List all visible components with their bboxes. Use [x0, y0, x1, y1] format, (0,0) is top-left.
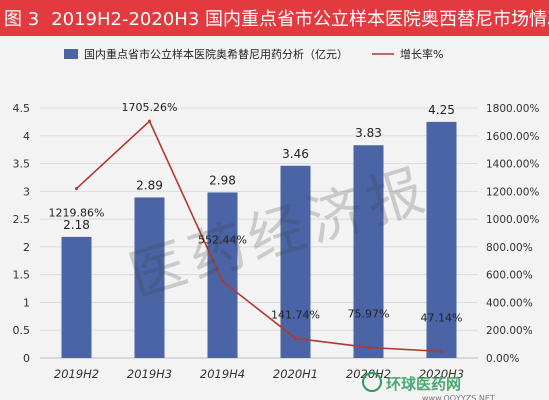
combo-chart: 0 0.5 1 1.5 2 2.5 3 3.5 4 4.5 0.00% 200.00% 400.00% 6… [13, 47, 540, 400]
globe-icon [362, 372, 382, 392]
bar [134, 197, 165, 358]
growth-rate-label: 552.44% [198, 233, 247, 246]
growth-rate-point [440, 349, 443, 353]
figure-number: 图 3 [4, 9, 40, 30]
left-tick-label: 2 [23, 241, 30, 254]
growth-rate-point [294, 336, 297, 340]
left-tick-label: 0.5 [13, 324, 31, 337]
category-label: 2019H2 [54, 367, 99, 381]
right-tick-label: 0.00% [486, 353, 519, 365]
left-tick-label: 1 [23, 296, 30, 309]
category-label: 2019H3 [127, 367, 172, 381]
left-tick-label: 4 [23, 130, 30, 143]
right-tick-label: 400.00% [486, 297, 533, 309]
watermark-text: 医药经济报 [122, 157, 437, 310]
growth-rate-point [75, 187, 78, 191]
growth-rate-label: 1705.26% [122, 101, 178, 114]
right-tick-label: 1400.00% [486, 159, 539, 171]
right-tick-label: 1200.00% [486, 186, 539, 198]
growth-rate-point [148, 119, 151, 123]
logo-url: www.QQYYZS.NET [422, 394, 495, 400]
bar-value-label: 2.98 [209, 173, 236, 187]
bar [426, 121, 457, 358]
logo-text: 环球医药网 [386, 375, 461, 393]
category-label: 2020H1 [273, 367, 318, 381]
legend-bar-swatch [64, 49, 78, 59]
figure-title: 2019H2-2020H3 国内重点省市公立样本医院奥西替尼市场情况 [51, 9, 549, 30]
left-tick-label: 3 [23, 185, 30, 198]
bar-value-label: 2.18 [63, 218, 90, 232]
left-tick-label: 2.5 [13, 213, 31, 226]
right-tick-label: 1600.00% [486, 131, 539, 143]
growth-rate-label: 75.97% [348, 307, 390, 320]
growth-rate-line [75, 119, 442, 353]
growth-rate-label: 1219.86% [49, 207, 105, 220]
category-label: 2020H3 [419, 367, 464, 381]
left-tick-label: 1.5 [13, 269, 31, 282]
bar-value-label: 4.25 [428, 103, 455, 117]
growth-rate-label: 141.74% [271, 308, 320, 321]
growth-rate-point [367, 345, 370, 349]
bar [353, 145, 384, 358]
bar [61, 236, 92, 358]
left-tick-label: 3.5 [13, 158, 31, 171]
legend-bar-label: 国内重点省市公立样本医院奥希替尼用药分析（亿元） [84, 47, 348, 61]
bar-value-label: 3.83 [355, 126, 382, 140]
right-tick-label: 1800.00% [486, 103, 539, 115]
growth-rate-label: 47.14% [421, 311, 463, 324]
right-tick-label: 800.00% [486, 242, 533, 254]
bar-value-label: 3.46 [282, 147, 309, 161]
left-tick-label: 0 [23, 352, 30, 365]
right-tick-label: 200.00% [486, 325, 533, 337]
bar-value-label: 2.89 [136, 178, 163, 192]
bar [207, 192, 238, 358]
figure-title-bar: 图 3 2019H2-2020H3 国内重点省市公立样本医院奥西替尼市场情况 [0, 0, 549, 36]
left-tick-label: 4.5 [13, 102, 31, 115]
growth-rate-point [221, 279, 224, 283]
legend-line-label: 增长率% [400, 47, 443, 61]
right-tick-label: 600.00% [486, 270, 533, 282]
bar [280, 165, 311, 358]
category-label: 2019H4 [200, 367, 245, 381]
right-tick-label: 1000.00% [486, 214, 539, 226]
